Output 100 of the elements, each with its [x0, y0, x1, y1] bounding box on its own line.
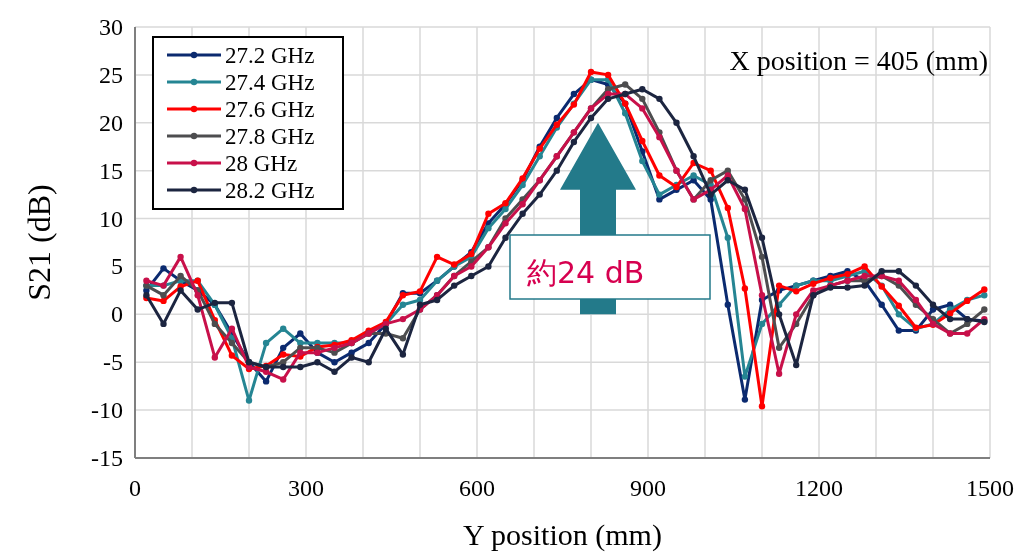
- point: [758, 234, 766, 241]
- point: [690, 172, 697, 179]
- point: [245, 397, 253, 404]
- point: [519, 200, 526, 208]
- point: [793, 288, 800, 295]
- point: [895, 302, 902, 309]
- y-tick-label: 25: [99, 61, 123, 88]
- point: [194, 306, 201, 313]
- point: [502, 220, 509, 227]
- point: [639, 157, 646, 165]
- point: [946, 315, 954, 323]
- point: [587, 114, 595, 122]
- point: [793, 361, 800, 369]
- point: [502, 234, 509, 241]
- point: [639, 105, 646, 112]
- point: [758, 291, 766, 299]
- point: [604, 95, 612, 103]
- point: [228, 325, 236, 332]
- point: [724, 234, 731, 241]
- point: [793, 311, 800, 318]
- x-axis-title: Y position (mm): [463, 518, 662, 552]
- point: [861, 263, 868, 270]
- y-tick-label: 15: [99, 157, 123, 184]
- point: [741, 396, 749, 403]
- legend-label: 27.8 GHz: [225, 124, 315, 149]
- y-tick-label: 0: [111, 301, 123, 328]
- point: [656, 133, 663, 141]
- point: [895, 327, 902, 334]
- point: [177, 287, 184, 294]
- point: [673, 119, 680, 126]
- point: [741, 186, 749, 194]
- point: [331, 368, 338, 375]
- annotation: X position = 405 (mm): [729, 45, 988, 76]
- point: [297, 363, 304, 371]
- point: [211, 320, 218, 328]
- point: [912, 296, 920, 304]
- point: [297, 330, 304, 337]
- point: [468, 263, 475, 270]
- point: [536, 191, 543, 198]
- point: [707, 177, 714, 184]
- legend-label: 27.2 GHz: [225, 43, 315, 68]
- point: [775, 344, 783, 352]
- point: [861, 272, 868, 280]
- point: [297, 349, 304, 356]
- point: [280, 344, 287, 352]
- point: [416, 301, 424, 308]
- point: [861, 282, 868, 289]
- point: [895, 268, 902, 275]
- point: [331, 359, 338, 366]
- point: [468, 272, 475, 280]
- point: [741, 285, 749, 292]
- point: [929, 301, 937, 308]
- legend-label: 27.6 GHz: [225, 97, 315, 122]
- point: [382, 325, 389, 332]
- legend-label: 27.4 GHz: [225, 70, 315, 95]
- point: [314, 359, 321, 366]
- point: [519, 181, 526, 189]
- point: [690, 153, 697, 160]
- point: [194, 291, 201, 299]
- x-tick-label: 1200: [795, 475, 843, 501]
- point: [981, 286, 988, 293]
- point: [485, 263, 492, 270]
- point: [639, 86, 646, 93]
- point: [451, 282, 458, 289]
- point: [280, 325, 287, 332]
- point: [160, 297, 167, 305]
- point: [758, 253, 766, 261]
- point: [707, 191, 714, 198]
- point: [741, 205, 749, 213]
- point: [553, 114, 560, 122]
- point: [895, 277, 902, 285]
- point: [262, 339, 270, 347]
- y-tick-label: -5: [103, 349, 123, 376]
- point: [604, 71, 612, 79]
- point: [981, 306, 988, 313]
- point: [570, 90, 578, 98]
- point: [758, 320, 766, 328]
- legend-label: 28 GHz: [225, 151, 298, 176]
- point: [143, 277, 150, 285]
- point: [160, 265, 167, 272]
- point: [211, 354, 218, 361]
- legend-label: 28.2 GHz: [225, 178, 315, 203]
- point: [639, 95, 646, 103]
- point: [964, 330, 971, 337]
- point: [639, 137, 646, 145]
- point: [502, 205, 509, 213]
- y-tick-label: 20: [99, 109, 123, 136]
- point: [844, 284, 851, 291]
- point: [177, 272, 184, 280]
- point: [280, 351, 287, 358]
- point: [656, 95, 663, 103]
- point: [707, 167, 714, 174]
- point: [160, 291, 167, 299]
- point: [399, 335, 407, 342]
- x-tick-label: 300: [288, 475, 324, 501]
- point: [485, 224, 492, 232]
- point: [262, 378, 270, 385]
- point: [228, 339, 236, 347]
- point: [399, 315, 407, 323]
- point: [553, 167, 560, 174]
